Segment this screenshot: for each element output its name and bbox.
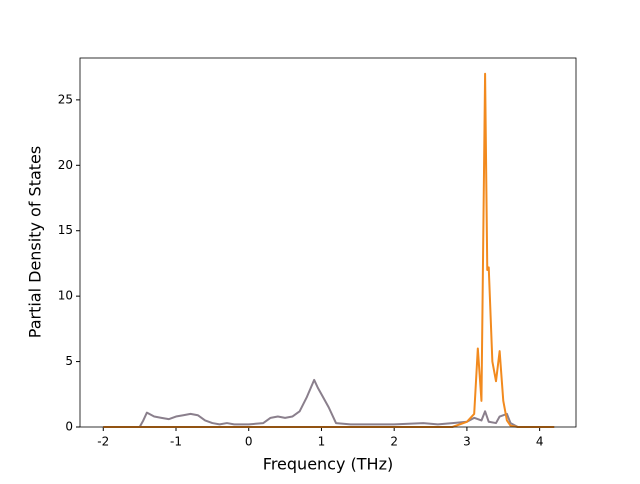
y-tick-label: 20 (58, 158, 73, 172)
y-tick-label: 25 (58, 92, 73, 106)
x-tick-label: 2 (390, 435, 398, 449)
y-tick-label: 15 (58, 223, 73, 237)
x-tick-label: 0 (245, 435, 253, 449)
y-axis-label: Partial Density of States (26, 146, 45, 338)
x-tick-label: -1 (170, 435, 182, 449)
x-tick-label: 4 (536, 435, 544, 449)
y-tick-label: 0 (65, 420, 73, 434)
x-axis-label: Frequency (THz) (263, 455, 393, 474)
x-tick-label: -2 (97, 435, 109, 449)
y-tick-label: 10 (58, 289, 73, 303)
series-line (103, 378, 555, 428)
plot-frame (79, 57, 577, 428)
x-tick-label: 1 (318, 435, 326, 449)
x-tick-label: 3 (463, 435, 471, 449)
series-line (103, 72, 555, 428)
y-tick-label: 5 (65, 354, 73, 368)
